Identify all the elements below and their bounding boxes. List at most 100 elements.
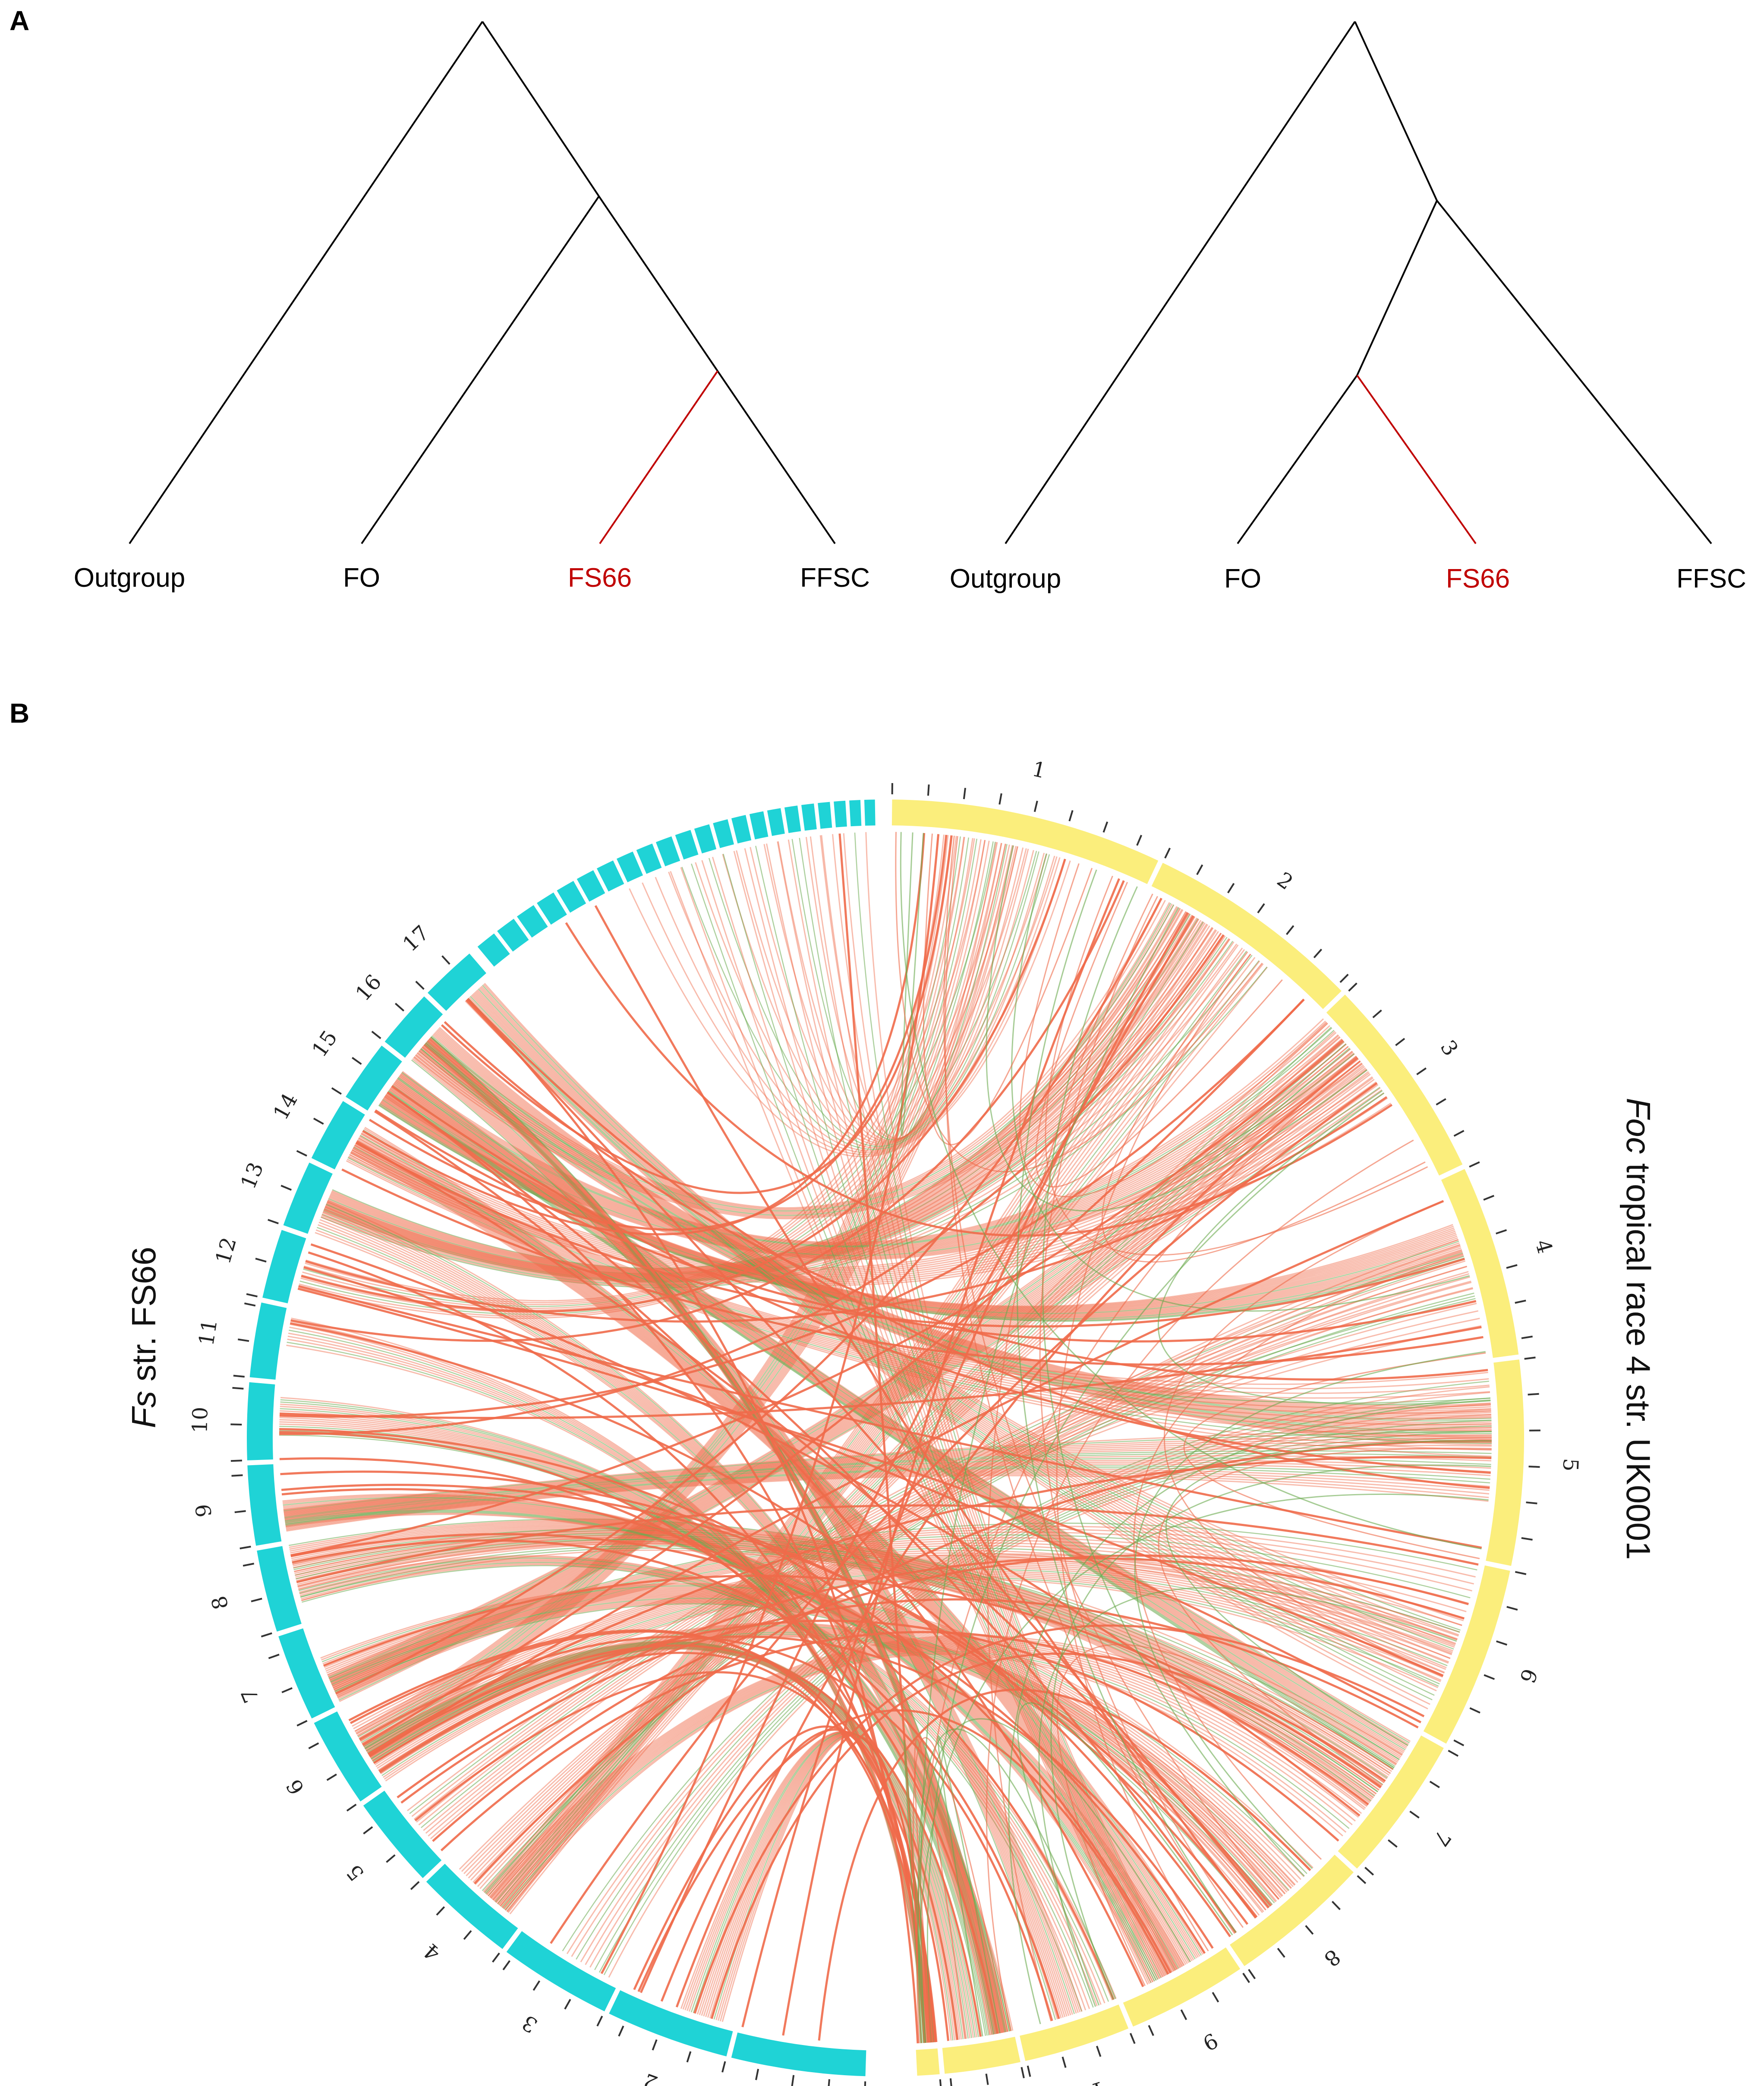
synteny-link — [419, 1050, 1492, 1446]
left-chromosome-14 — [311, 1101, 365, 1170]
left-chromosome-4 — [426, 1863, 518, 1949]
synteny-link — [391, 1085, 1399, 1762]
synteny-link — [502, 953, 1251, 1909]
synteny-link — [296, 1539, 1388, 1779]
tick-mark — [1339, 974, 1349, 983]
synteny-link — [283, 1496, 1181, 1968]
right-genome-label: Foc tropical race 4 str. UK0001 — [1619, 1098, 1657, 1560]
synteny-link — [895, 832, 1263, 1173]
tick-mark — [308, 1742, 319, 1749]
right-genome-species: Foc — [1619, 1098, 1657, 1154]
synteny-link — [394, 1036, 1341, 1250]
synteny-link — [279, 1423, 994, 2035]
synteny-link — [428, 1318, 1480, 1837]
tick-mark — [268, 1654, 280, 1659]
synteny-link — [668, 856, 1055, 1152]
tick-mark — [371, 1031, 381, 1039]
synteny-link — [900, 832, 1482, 1550]
right-chromosome-7 — [1338, 1735, 1444, 1869]
synteny-link — [680, 867, 1150, 1984]
left-scaffold — [497, 919, 529, 952]
synteny-link — [323, 938, 1230, 1282]
left-chr-label-17: 17 — [398, 921, 434, 956]
synteny-link — [701, 860, 1153, 1982]
synteny-link — [708, 851, 1040, 1147]
synteny-link — [356, 1142, 1489, 1390]
synteny-link — [328, 916, 1196, 1274]
synteny-link — [918, 1493, 1489, 2043]
synteny-link — [422, 909, 1183, 1214]
synteny-link — [355, 1142, 1187, 1965]
synteny-link — [423, 1045, 993, 2035]
synteny-link — [322, 1211, 1005, 2033]
synteny-link — [430, 897, 1162, 1208]
left-chromosome-9 — [247, 1464, 282, 1546]
synteny-link — [1056, 1644, 1394, 1986]
synteny-link — [354, 1145, 1490, 1399]
synteny-link — [386, 1093, 1453, 1307]
synteny-link — [415, 1054, 1064, 2018]
synteny-link — [289, 1520, 1392, 1772]
synteny-link — [497, 1048, 1350, 1904]
synteny-link — [428, 1038, 1492, 1425]
tree1-leaf-labels: Outgroup FO FS66 FFSC — [74, 563, 870, 593]
synteny-link — [420, 911, 1187, 1215]
tree2-leaf-ffsc: FFSC — [1676, 564, 1746, 594]
tick-mark — [243, 1563, 255, 1567]
tick-mark — [999, 793, 1002, 805]
left-chromosome-1 — [731, 2033, 866, 2077]
circos-plot: 1234567891011121234567891011121314151617 — [188, 757, 1583, 2086]
left-scaffold — [576, 870, 605, 902]
synteny-link — [1165, 1440, 1492, 1746]
synteny-link — [854, 832, 1176, 1971]
synteny-link — [290, 1039, 1344, 1557]
left-chromosome-8 — [257, 1546, 302, 1632]
synteny-link — [380, 1102, 1462, 1318]
synteny-link — [566, 1386, 1490, 1954]
tick-mark — [1227, 883, 1235, 894]
tick-mark — [244, 1303, 256, 1307]
synteny-link — [509, 1069, 1367, 1915]
right-chr-label-3: 3 — [1436, 1036, 1463, 1060]
synteny-link — [428, 1039, 1002, 2033]
right-chr-label-1: 1 — [1030, 757, 1048, 783]
tick-mark — [949, 2078, 952, 2086]
synteny-link — [285, 1510, 1157, 1981]
synteny-link — [280, 1470, 1249, 1925]
synteny-link — [331, 906, 1178, 1271]
tick-mark — [1453, 1739, 1465, 1746]
right-chromosome-11 — [942, 2036, 1021, 2074]
left-scaffold — [616, 851, 643, 882]
left-chromosome-10 — [247, 1382, 275, 1460]
right-chromosome-12 — [916, 2048, 940, 2076]
synteny-link — [633, 1725, 926, 2043]
synteny-link — [423, 906, 1178, 1213]
synteny-link — [296, 1536, 1391, 1774]
synteny-link — [390, 1046, 1349, 1254]
synteny-link — [303, 1266, 1421, 1724]
synteny-link — [397, 1557, 1465, 1799]
left-chr-label-9: 9 — [191, 1503, 217, 1518]
synteny-link — [382, 1099, 1459, 1314]
synteny-link — [396, 1079, 1404, 1753]
synteny-link — [777, 841, 1165, 1977]
synteny-link — [335, 1071, 1369, 1693]
synteny-link — [733, 851, 1159, 1980]
synteny-link — [296, 1504, 1479, 1583]
synteny-link — [506, 1653, 1343, 1912]
synteny-link — [388, 1051, 1353, 1255]
left-scaffold — [557, 881, 586, 913]
synteny-link — [283, 1427, 1492, 1511]
tick-mark — [1521, 1335, 1533, 1339]
synteny-link — [350, 1152, 1175, 1971]
left-scaffold — [801, 803, 817, 831]
right-chromosome-4 — [1441, 1169, 1519, 1358]
tick-mark — [1305, 1925, 1314, 1935]
synteny-link — [364, 841, 994, 1749]
tick-mark — [410, 1881, 420, 1890]
synteny-link — [1183, 1352, 1486, 1559]
synteny-link — [296, 1540, 1370, 1803]
synteny-link — [436, 1030, 1491, 1412]
synteny-link — [420, 1048, 1492, 1442]
synteny-link — [324, 1208, 1007, 2033]
